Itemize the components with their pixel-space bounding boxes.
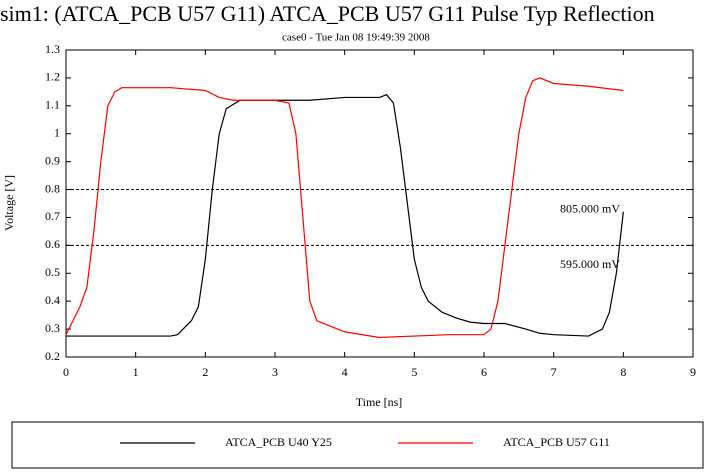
annotation: 805.000 mV: [560, 201, 620, 215]
y-tick-label: 0.9: [45, 153, 60, 167]
y-tick-label: 0.3: [45, 321, 60, 335]
x-tick-label: 2: [202, 365, 208, 379]
legend-box: [11, 421, 704, 469]
x-tick-label: 1: [133, 365, 139, 379]
chart-subtitle: case0 - Tue Jan 08 19:49:39 2008: [282, 32, 430, 44]
legend-label: ATCA_PCB U40 Y25: [225, 435, 332, 449]
plot-frame: [65, 49, 694, 358]
x-tick-label: 8: [620, 365, 626, 379]
y-tick-label: 0.7: [45, 209, 60, 223]
legend-label: ATCA_PCB U57 G11: [503, 435, 610, 449]
y-tick-label: 1: [54, 125, 60, 139]
y-tick-label: 0.6: [45, 237, 60, 251]
chart-title: sim1: (ATCA_PCB U57 G11) ATCA_PCB U57 G1…: [0, 1, 655, 26]
x-tick-label: 5: [411, 365, 417, 379]
y-tick-label: 1.1: [45, 98, 60, 112]
annotation: 595.000 mV: [560, 257, 620, 271]
x-tick-label: 7: [551, 365, 557, 379]
y-tick-label: 1.3: [45, 42, 60, 56]
y-tick-label: 0.2: [45, 349, 60, 363]
x-tick-label: 0: [63, 365, 69, 379]
series-line: [65, 77, 624, 339]
x-axis-label: Time [ns]: [356, 395, 403, 409]
y-axis-label: Voltage [V]: [2, 175, 16, 231]
x-tick-label: 9: [690, 365, 696, 379]
x-tick-label: 6: [481, 365, 487, 379]
x-tick-label: 4: [342, 365, 348, 379]
x-tick-label: 3: [272, 365, 278, 379]
y-tick-label: 1.2: [45, 70, 60, 84]
y-tick-label: 0.8: [45, 181, 60, 195]
series-line: [66, 93, 624, 337]
y-tick-label: 0.5: [45, 265, 60, 279]
y-tick-label: 0.4: [45, 293, 60, 307]
